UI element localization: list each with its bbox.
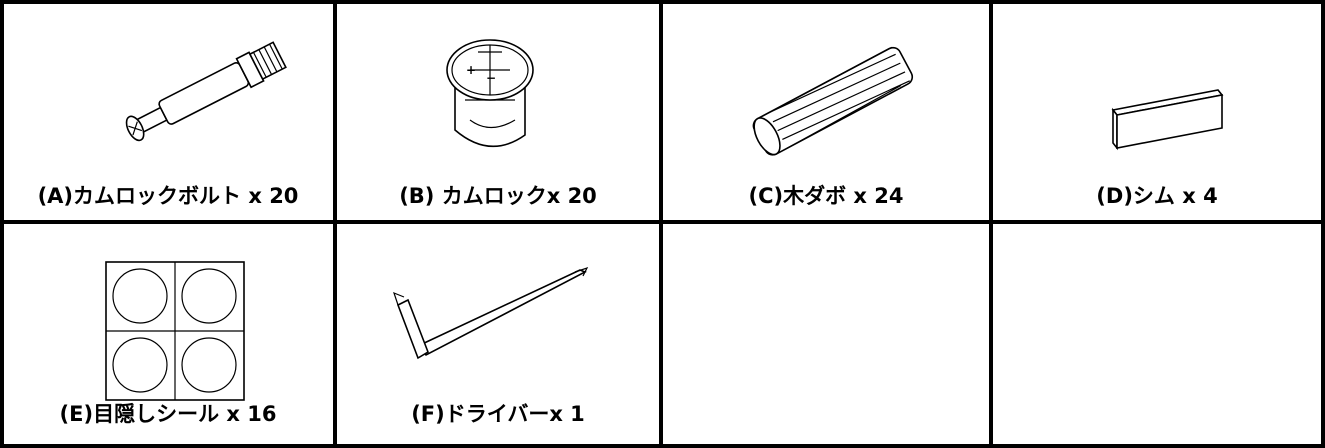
svg-text:+: +	[466, 63, 476, 77]
screwdriver-illustration	[393, 266, 589, 360]
part-label: (A)カムロックボルト x 20	[38, 184, 299, 208]
dowel-illustration	[752, 46, 914, 156]
part-label: (E)目隠しシール x 16	[60, 402, 277, 426]
camlock-illustration: + −	[446, 39, 534, 148]
part-label: (F)ドライバーx 1	[411, 402, 585, 426]
svg-text:−: −	[486, 71, 496, 85]
bolt-illustration	[125, 41, 287, 142]
sticker-illustration	[105, 261, 245, 401]
part-label: (C)木ダボ x 24	[749, 184, 904, 208]
shim-illustration	[1111, 89, 1224, 151]
part-label: (B) カムロックx 20	[399, 184, 597, 208]
part-label: (D)シム x 4	[1096, 184, 1217, 208]
